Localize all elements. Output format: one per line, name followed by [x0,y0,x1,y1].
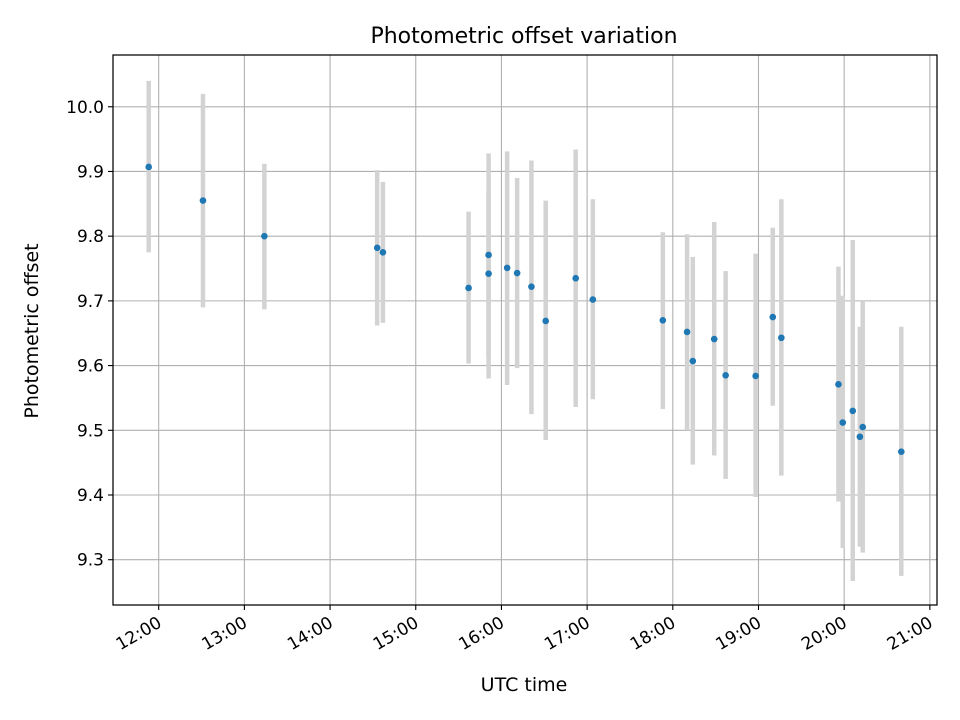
data-point [589,296,597,303]
data-point [683,328,691,336]
data-point [849,407,857,415]
data-point [769,313,777,321]
grid [113,55,937,605]
y-tick-label: 9.3 [77,551,104,571]
y-axis-label: Photometric offset [21,243,43,418]
y-tick-label: 9.6 [77,357,104,377]
data-point [485,270,492,278]
data-point [856,433,864,441]
data-points [145,163,905,455]
data-point [465,284,472,292]
data-point [835,381,842,388]
data-point [897,448,905,455]
y-tick-label: 9.4 [77,486,104,506]
data-point [485,251,492,259]
data-point [261,232,268,240]
data-point [722,371,729,379]
y-tick-label: 10.0 [66,98,104,118]
data-point [528,283,535,290]
data-point [199,197,207,204]
data-point [503,264,511,272]
y-tick-label: 9.5 [77,421,104,441]
data-point [379,249,387,256]
data-point [689,357,697,365]
y-tick-label: 9.8 [77,227,104,247]
data-point [542,317,550,325]
data-point [752,372,759,380]
data-point [513,269,521,277]
data-point [373,244,381,252]
data-point [572,274,579,282]
data-point [659,316,667,324]
data-point [839,419,847,426]
data-point [145,163,153,171]
y-tick-label: 9.9 [77,162,104,182]
chart-title: Photometric offset variation [370,24,677,49]
data-point [710,335,718,343]
y-tick-label: 9.7 [77,292,104,312]
data-point [778,334,785,342]
x-axis-label: UTC time [481,674,568,696]
plot-frame [112,54,938,606]
data-point [859,423,867,431]
